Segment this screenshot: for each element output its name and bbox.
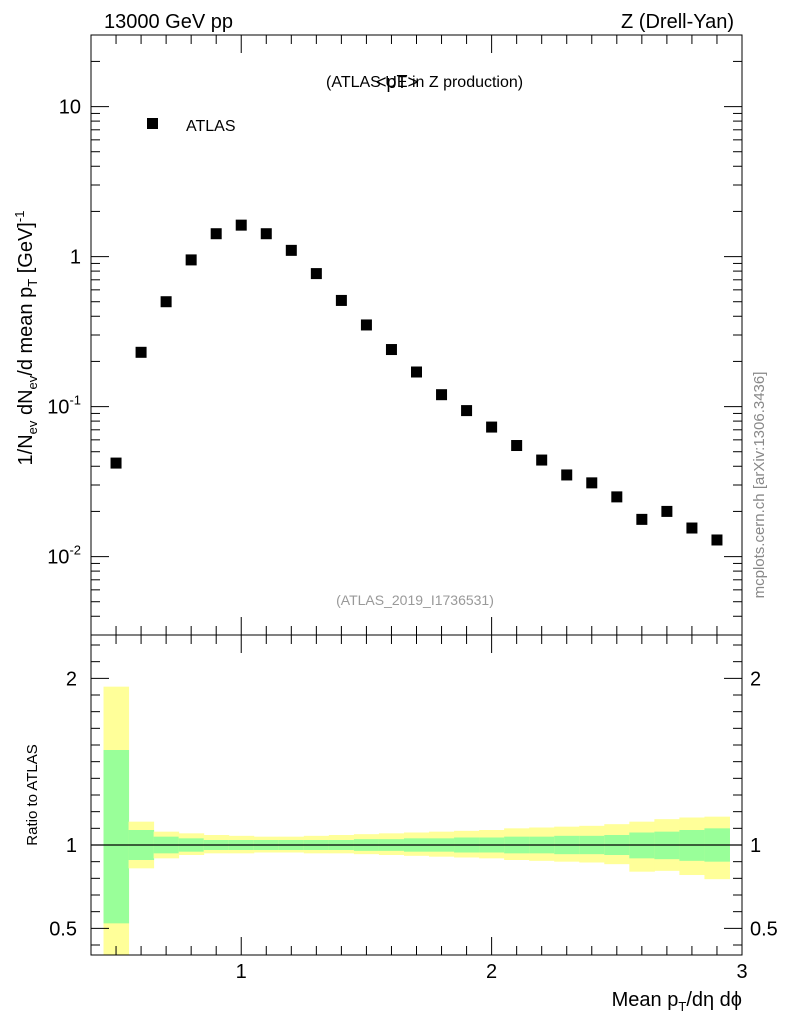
main-ytick-label: 10 xyxy=(59,97,81,119)
legend-marker-square xyxy=(147,118,158,129)
data-point xyxy=(285,244,297,256)
ratio-tick-labels: 0.5 0.5 1 1 2 2 1 2 3 xyxy=(49,668,778,983)
main-axis-ticks xyxy=(91,34,742,636)
ratio-uncertainty-bands xyxy=(103,686,730,955)
data-point xyxy=(335,294,347,306)
data-point xyxy=(260,228,272,240)
plot-title-sub: (ATLAS UE in Z production) xyxy=(326,74,523,91)
data-point xyxy=(586,477,598,489)
data-point xyxy=(135,346,147,358)
main-ylabel: 1/Nev dNev/d mean pT [GeV]-1 xyxy=(12,211,40,466)
ratio-ytick-label-left: 1 xyxy=(66,835,77,857)
data-point xyxy=(185,254,197,266)
ratio-ytick-label-right: 2 xyxy=(750,668,761,690)
data-point xyxy=(436,389,448,401)
data-point xyxy=(511,440,523,452)
ratio-panel: 0.5 0.5 1 1 2 2 1 2 3 xyxy=(49,634,778,983)
ratio-ylabel: Ratio to ATLAS xyxy=(24,744,41,845)
data-point xyxy=(536,454,548,466)
data-point xyxy=(486,421,498,433)
ratio-ytick-label-right: 0.5 xyxy=(750,918,778,940)
data-point xyxy=(310,268,322,280)
main-ytick-label: 1 xyxy=(70,247,81,269)
mcplots-watermark: mcplots.cern.ch [arXiv:1306.3436] xyxy=(751,372,768,599)
xaxis-label: Mean pT/dη dϕ xyxy=(612,989,742,1014)
energy-label: 13000 GeV pp xyxy=(104,11,233,33)
analysis-id: (ATLAS_2019_I1736531) xyxy=(336,592,494,608)
data-point xyxy=(561,469,573,481)
data-point xyxy=(411,366,422,378)
data-point xyxy=(611,491,623,503)
ratio-ytick-label-right: 1 xyxy=(750,835,761,857)
main-panel: 10-2 10-1 1 10 <pT> (ATLAS UE in Z producti… xyxy=(47,34,743,636)
xtick-label: 3 xyxy=(736,961,747,983)
data-point xyxy=(110,457,122,469)
plot-title-main: <pT> xyxy=(376,72,418,92)
ratio-ytick-label-left: 0.5 xyxy=(49,918,77,940)
main-ytick-label: 10-2 xyxy=(47,543,81,569)
data-point xyxy=(360,319,372,331)
data-point xyxy=(160,296,172,308)
main-ytick-label: 10-1 xyxy=(47,393,81,419)
atlas-data-points xyxy=(110,219,723,546)
ratio-frame xyxy=(90,634,743,956)
data-point xyxy=(686,522,698,534)
process-label: Z (Drell-Yan) xyxy=(621,11,734,33)
main-ytick-labels: 10-2 10-1 1 10 xyxy=(47,97,81,569)
ratio-ytick-label-left: 2 xyxy=(66,668,77,690)
xtick-label: 1 xyxy=(236,961,247,983)
data-point xyxy=(210,228,222,240)
data-point xyxy=(235,219,247,231)
ratio-band-inner xyxy=(103,750,130,924)
data-point xyxy=(661,505,673,517)
data-point xyxy=(711,534,723,546)
xtick-label: 2 xyxy=(486,961,497,983)
data-point xyxy=(461,405,473,417)
ratio-axis-ticks xyxy=(91,635,742,955)
data-point xyxy=(385,344,397,356)
data-point xyxy=(636,513,648,525)
legend-label-atlas: ATLAS xyxy=(186,118,236,135)
